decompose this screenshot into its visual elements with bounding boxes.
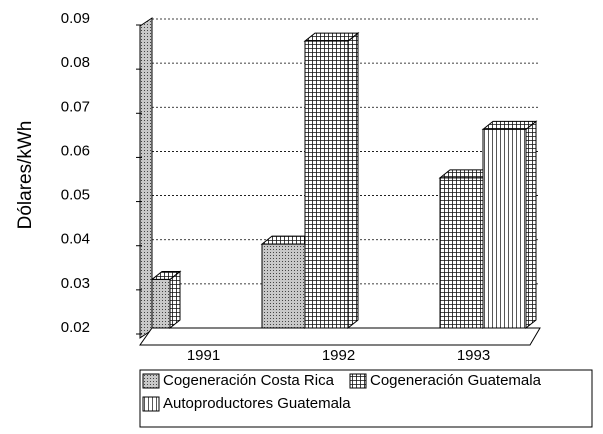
bar-side bbox=[169, 270, 181, 330]
y-tick-label: 0.08 bbox=[61, 54, 90, 71]
y-tick-label: 0.02 bbox=[61, 319, 90, 336]
y-axis-label: Dólares/kWh bbox=[15, 121, 36, 230]
legend-label: Autoproductores Guatemala bbox=[163, 395, 351, 412]
legend-label: Cogeneración Guatemala bbox=[370, 372, 542, 389]
bar bbox=[482, 128, 527, 329]
legend-swatch bbox=[349, 373, 367, 389]
legend-swatch bbox=[142, 373, 160, 389]
y-tick-label: 0.03 bbox=[61, 275, 90, 292]
bar-top bbox=[481, 120, 538, 130]
floor bbox=[139, 327, 541, 346]
bar bbox=[304, 40, 349, 329]
bar bbox=[261, 243, 306, 329]
x-tick-label: 1993 bbox=[457, 347, 490, 364]
y-tick-label: 0.04 bbox=[61, 231, 90, 248]
y-tick-label: 0.07 bbox=[61, 98, 90, 115]
y-tick-label: 0.05 bbox=[61, 187, 90, 204]
legend-swatch bbox=[142, 396, 160, 412]
y-tick-label: 0.06 bbox=[61, 142, 90, 159]
y-tick-label: 0.09 bbox=[61, 10, 90, 27]
bar bbox=[151, 278, 171, 329]
bar-side bbox=[347, 32, 359, 330]
x-tick-label: 1992 bbox=[322, 347, 355, 364]
bar bbox=[439, 177, 484, 329]
bar-top bbox=[303, 32, 360, 42]
bar-side bbox=[525, 120, 537, 330]
x-tick-label: 1991 bbox=[187, 347, 220, 364]
legend-label: Cogeneración Costa Rica bbox=[163, 372, 335, 389]
